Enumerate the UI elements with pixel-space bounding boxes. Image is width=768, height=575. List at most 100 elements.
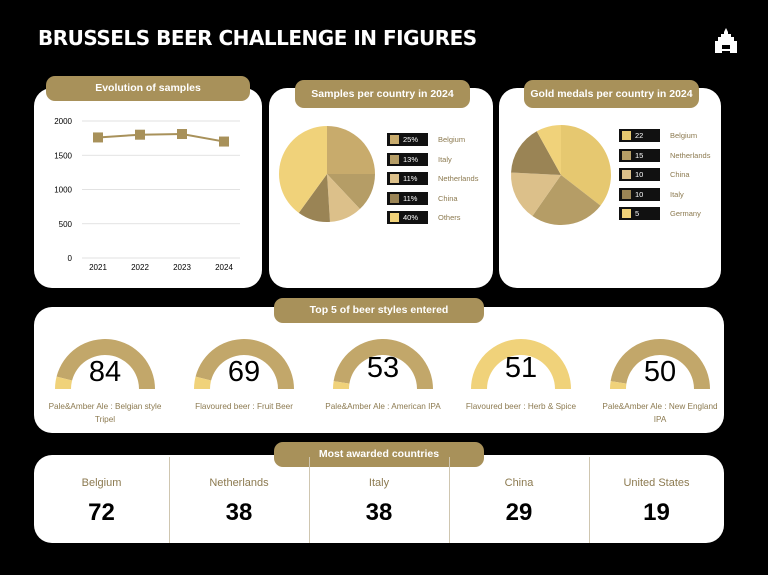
- legend-value-box: 22: [619, 129, 660, 142]
- legend-label: Belgium: [670, 131, 698, 140]
- pie-slice: [532, 175, 601, 225]
- legend-label: Others: [438, 213, 461, 222]
- gauge-fill: [55, 376, 73, 389]
- country-name: Italy: [368, 477, 390, 489]
- pie-slice: [327, 174, 375, 209]
- legend-value-box: 15: [619, 148, 660, 162]
- style-count: 53: [366, 352, 400, 384]
- gauge-fill: [610, 381, 627, 389]
- samples-evolution-title: Evolution of samples: [46, 76, 250, 101]
- legend-swatch: [622, 150, 631, 160]
- legend-value-box: 10: [619, 187, 660, 201]
- gauge-fill: [471, 339, 571, 389]
- gold-medals-title: Gold medals per country in 2024: [524, 80, 699, 108]
- legend-value-box: 13%: [387, 152, 428, 166]
- country-name: United States: [623, 477, 690, 489]
- legend-swatch: [622, 209, 631, 218]
- country-medal-count: 19: [643, 499, 670, 526]
- awarded-countries-card: [34, 455, 724, 543]
- style-label: Pale&Amber Ale : American IPA: [325, 402, 441, 411]
- style-gauge: [471, 339, 571, 389]
- series-line: [97, 133, 225, 143]
- style-count: 84: [88, 356, 122, 388]
- legend-swatch: [390, 154, 399, 164]
- legend-label: Netherlands: [670, 150, 711, 160]
- legend-value: 13%: [403, 154, 419, 164]
- country-medal-count: 38: [365, 499, 393, 526]
- legend-value-box: 11%: [387, 191, 428, 205]
- y-tick-label: 0: [68, 254, 73, 263]
- data-point: [219, 136, 229, 147]
- legend-value: 10: [635, 189, 644, 199]
- gauge-track: [610, 339, 710, 389]
- legend-label: China: [670, 170, 690, 179]
- pie-slice: [511, 131, 561, 175]
- legend-label: Belgium: [438, 135, 466, 144]
- awarded-country: Netherlands 38: [169, 455, 309, 543]
- country-medal-count: 72: [88, 499, 115, 526]
- country-name: Netherlands: [209, 477, 269, 489]
- legend-value: 11%: [403, 174, 418, 183]
- country-medal-count: 29: [505, 499, 533, 526]
- samples-country-title: Samples per country in 2024: [295, 80, 470, 108]
- style-label: Pale&Amber Ale : New England IPA: [602, 402, 718, 424]
- legend-swatch: [622, 189, 631, 199]
- gauge-track: [56, 339, 155, 389]
- column-divider: [169, 457, 170, 543]
- style-count: 50: [643, 356, 677, 388]
- pie-slice: [327, 126, 375, 174]
- column-divider: [449, 457, 450, 543]
- legend-swatch: [622, 170, 631, 179]
- gauge-track: [333, 339, 433, 389]
- awarded-country: China 29: [449, 455, 589, 543]
- awarded-country: United States 19: [589, 455, 724, 543]
- samples-line-chart: 2000 1500 1000 500 0 2021 2022 2023 2024: [54, 117, 240, 272]
- x-tick-label: 2024: [215, 263, 233, 272]
- data-point: [93, 132, 103, 143]
- pie-slice: [327, 174, 360, 222]
- style-gauge: [333, 339, 433, 389]
- samples-country-pie: [279, 126, 375, 222]
- style-label: Flavoured beer : Herb & Spice: [465, 402, 577, 411]
- legend-label: China: [438, 193, 458, 203]
- legend-value: 22: [635, 131, 644, 140]
- legend-value: 15: [635, 150, 644, 160]
- gold-medals-pie: [511, 125, 611, 225]
- country-medal-count: 38: [225, 499, 253, 526]
- gauge-fill: [194, 376, 212, 389]
- legend-swatch: [390, 193, 399, 203]
- y-tick-label: 1000: [54, 186, 72, 195]
- legend-value: 11%: [403, 193, 418, 203]
- legend-swatch: [390, 213, 399, 222]
- style-label: Pale&Amber Ale : Belgian style Tripel: [48, 402, 162, 424]
- legend-value-box: 11%: [387, 172, 428, 185]
- legend-value-box: 40%: [387, 211, 428, 224]
- pie-slice: [536, 125, 561, 175]
- column-divider: [589, 457, 590, 543]
- legend-value-box: 5: [619, 207, 660, 220]
- gauge-fill: [333, 381, 350, 389]
- awarded-country: Italy 38: [309, 455, 449, 543]
- legend-value: 5: [635, 209, 640, 218]
- x-tick-label: 2022: [131, 263, 149, 272]
- legend-swatch: [390, 135, 399, 144]
- style-gauge: [55, 339, 155, 389]
- y-tick-label: 1500: [54, 151, 72, 160]
- data-point: [177, 129, 187, 140]
- data-point: [135, 129, 145, 140]
- x-tick-label: 2023: [173, 263, 191, 272]
- legend-swatch: [390, 174, 399, 183]
- awarded-country: Belgium 72: [34, 455, 169, 543]
- y-tick-label: 2000: [54, 117, 72, 126]
- legend-label: Netherlands: [438, 174, 479, 183]
- legend-label: Italy: [438, 154, 452, 164]
- style-gauge: [194, 339, 294, 389]
- pie-slice: [298, 174, 331, 222]
- style-label: Flavoured beer : Fruit Beer: [195, 402, 293, 411]
- legend-value: 40%: [403, 213, 419, 222]
- castle-icon: [715, 28, 737, 53]
- legend-label: Germany: [670, 209, 701, 218]
- pie-slice: [279, 126, 327, 213]
- legend-value: 10: [635, 170, 644, 179]
- legend-label: Italy: [670, 189, 684, 199]
